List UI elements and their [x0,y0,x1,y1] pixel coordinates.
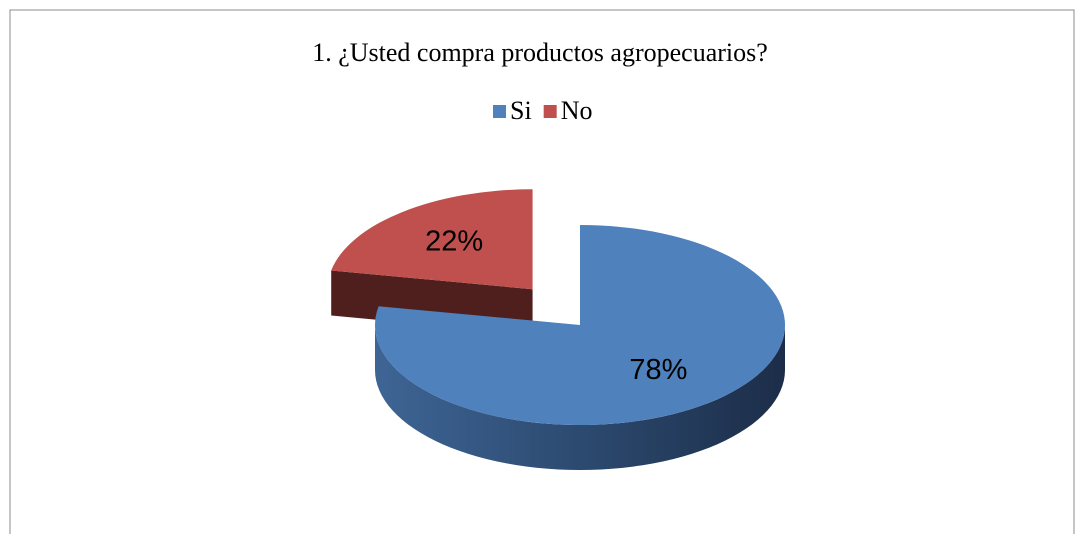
legend-label: Si [510,96,532,125]
chart-title: 1. ¿Usted compra productos agropecuarios… [312,38,768,67]
slice-wall [375,325,785,470]
slice [331,189,533,290]
legend: Si No [493,96,592,125]
data-label: 22% [425,226,483,258]
legend-swatch [493,105,506,118]
legend-label: No [561,96,593,125]
legend-swatch [543,105,557,118]
slice [375,225,786,425]
data-label: 78% [629,354,687,386]
pie: 78% 22% [331,189,786,470]
chart-border [9,9,1075,534]
